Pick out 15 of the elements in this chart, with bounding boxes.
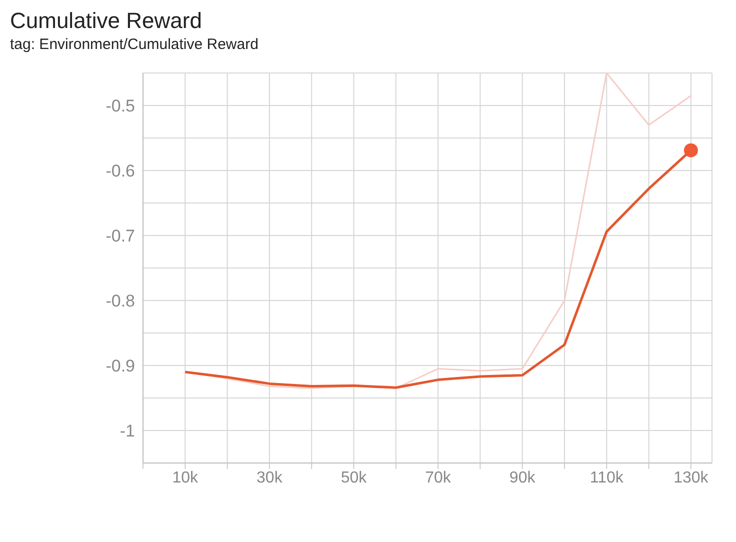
y-tick-label: -0.9 [106,356,135,376]
chart-title: Cumulative Reward [10,8,203,34]
x-tick-label: 50k [340,469,368,486]
x-tick-label: 130k [674,469,710,486]
x-tick-label: 30k [256,469,284,486]
x-tick-label: 90k [509,469,536,486]
y-tick-label: -0.8 [106,292,135,311]
x-tick-label: 70k [425,469,452,486]
x-tick-label: 10k [172,469,200,486]
chart-subtitle: tag: Environment/Cumulative Reward [10,36,260,53]
x-tick-label: 110k [590,469,624,486]
y-tick-label: -0.7 [106,226,135,246]
y-tick-label: -1 [120,422,135,441]
y-tick-label: -0.6 [106,162,135,181]
y-tick-label: -0.5 [106,96,135,116]
